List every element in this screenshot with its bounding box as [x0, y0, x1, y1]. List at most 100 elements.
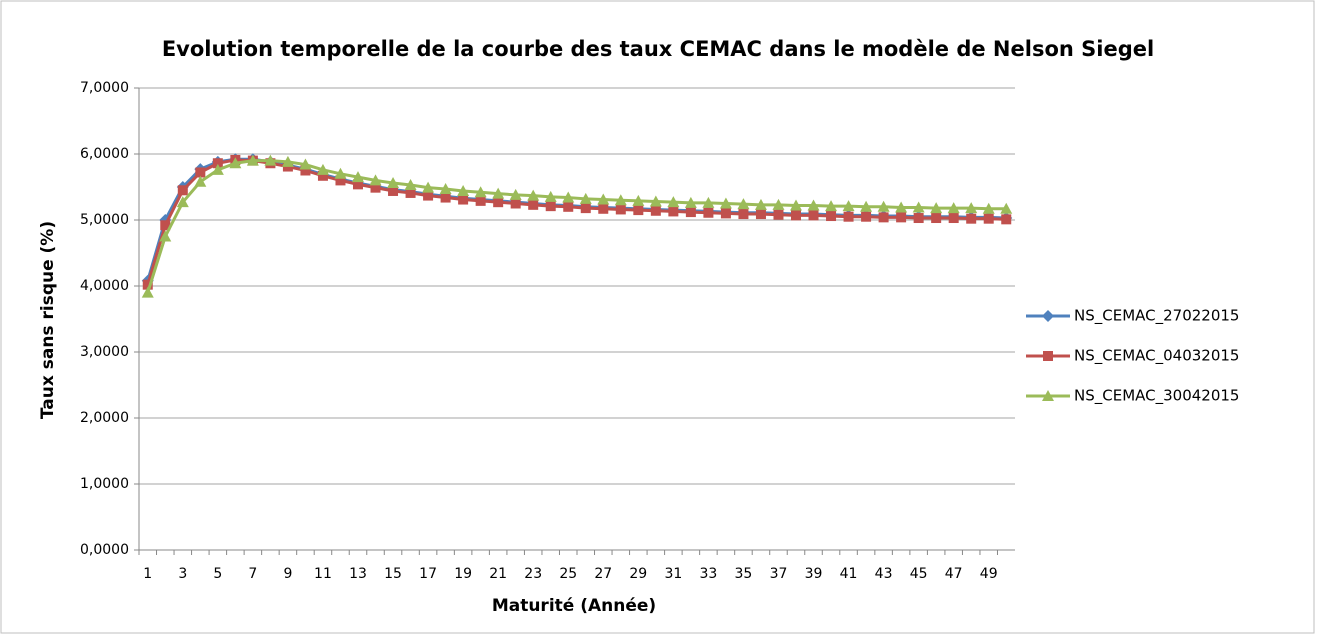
- data-point: [720, 208, 731, 219]
- data-point: [475, 195, 486, 206]
- y-tick-label: 0,0000: [80, 542, 129, 558]
- data-point: [982, 202, 995, 214]
- y-tick-label: 3,0000: [80, 344, 129, 360]
- data-point: [825, 200, 838, 212]
- data-point: [702, 196, 715, 208]
- data-point: [492, 187, 505, 199]
- legend-marker: [1043, 351, 1053, 361]
- data-point: [895, 201, 908, 213]
- data-point: [738, 209, 749, 220]
- data-point: [703, 207, 714, 218]
- x-tick-label: 11: [314, 566, 332, 582]
- data-point: [176, 196, 189, 208]
- x-tick-label: 5: [213, 566, 222, 582]
- data-point: [229, 157, 242, 169]
- chart-title: Evolution temporelle de la courbe des ta…: [162, 37, 1154, 61]
- x-tick-label: 19: [454, 566, 472, 582]
- data-point: [194, 175, 207, 187]
- data-point: [966, 213, 977, 224]
- data-point: [545, 201, 556, 212]
- x-axis-title: Maturité (Année): [492, 596, 656, 616]
- x-tick-label: 17: [419, 566, 437, 582]
- legend-text: NS_CEMAC_04032015: [1074, 347, 1239, 366]
- data-point: [422, 181, 435, 193]
- y-tick-label: 2,0000: [80, 410, 129, 426]
- data-point: [141, 286, 154, 298]
- data-point: [212, 158, 223, 169]
- data-point: [861, 211, 872, 222]
- data-point: [353, 179, 363, 190]
- data-point: [388, 185, 399, 196]
- data-point: [597, 193, 610, 205]
- legend-marker: [1042, 310, 1054, 322]
- data-point: [316, 163, 329, 175]
- data-point: [281, 155, 294, 167]
- legend-marker: [1042, 390, 1054, 401]
- data-point: [633, 205, 644, 216]
- x-tick-label: 21: [489, 566, 507, 582]
- data-point: [719, 197, 732, 209]
- x-tick-label: 37: [770, 566, 788, 582]
- data-point: [474, 186, 487, 198]
- data-point: [913, 213, 924, 224]
- data-point: [807, 199, 820, 211]
- data-point: [755, 209, 766, 220]
- data-point: [579, 192, 592, 204]
- y-tick-label: 7,0000: [80, 80, 129, 96]
- data-point: [563, 201, 574, 212]
- data-point: [947, 202, 960, 214]
- data-point: [772, 198, 785, 210]
- data-point: [877, 200, 890, 212]
- data-point: [615, 204, 626, 215]
- x-tick-label: 49: [980, 566, 998, 582]
- data-point: [493, 197, 504, 208]
- data-point: [264, 154, 277, 166]
- data-point: [300, 165, 311, 176]
- data-point: [299, 158, 312, 170]
- data-point: [142, 279, 153, 290]
- x-tick-label: 35: [735, 566, 753, 582]
- data-point: [1001, 214, 1012, 225]
- x-tick-label: 41: [840, 566, 858, 582]
- data-point: [842, 200, 855, 212]
- data-point: [667, 196, 680, 208]
- data-point: [983, 213, 994, 224]
- x-tick-label: 9: [283, 566, 292, 582]
- data-point: [614, 194, 627, 206]
- data-point: [527, 189, 540, 201]
- data-point: [843, 211, 854, 222]
- data-point: [580, 203, 591, 214]
- data-point: [370, 182, 381, 193]
- data-point: [509, 188, 522, 200]
- x-tick-label: 23: [524, 566, 542, 582]
- data-point: [562, 191, 575, 203]
- x-tick-label: 43: [875, 566, 893, 582]
- data-point: [457, 184, 470, 196]
- data-point: [791, 210, 801, 221]
- data-point: [650, 205, 661, 216]
- x-tick-label: 27: [594, 566, 612, 582]
- x-tick-label: 3: [178, 566, 187, 582]
- data-point: [528, 199, 539, 210]
- data-point: [668, 206, 679, 217]
- x-tick-label: 33: [699, 566, 717, 582]
- data-point: [439, 182, 452, 194]
- data-point: [317, 170, 328, 181]
- data-point: [773, 209, 784, 220]
- x-tick-label: 29: [629, 566, 647, 582]
- data-point: [369, 174, 382, 186]
- x-tick-label: 1: [143, 566, 152, 582]
- data-point: [754, 198, 767, 210]
- legend-text: NS_CEMAC_30042015: [1074, 387, 1239, 406]
- x-tick-label: 7: [248, 566, 257, 582]
- data-point: [632, 194, 645, 206]
- data-point: [737, 198, 750, 210]
- data-point: [195, 167, 206, 178]
- data-point: [544, 190, 557, 202]
- data-point: [685, 207, 696, 218]
- y-axis-title: Taux sans risque (%): [38, 221, 58, 419]
- data-point: [860, 200, 873, 212]
- x-tick-label: 13: [349, 566, 367, 582]
